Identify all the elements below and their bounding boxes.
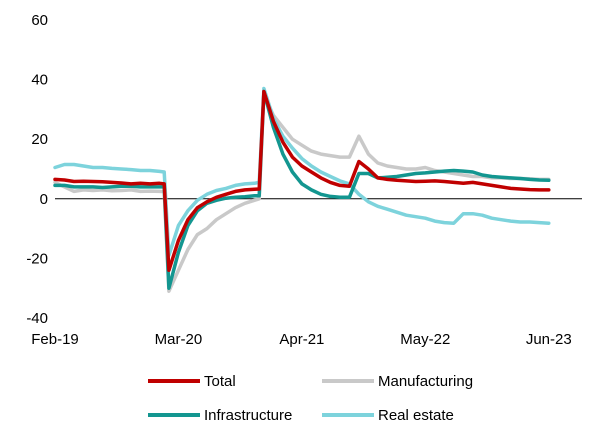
legend-label-total: Total	[204, 373, 236, 390]
legend-label-real-estate: Real estate	[378, 407, 454, 424]
y-tick-label: 60	[31, 12, 48, 29]
x-tick-label: Jun-23	[526, 331, 572, 348]
y-axis-ticks: -40 -20 0 20 40 60	[26, 12, 48, 327]
x-tick-label: Feb-19	[31, 331, 79, 348]
y-tick-label: 40	[31, 72, 48, 89]
series-line-infrastructure	[53, 89, 551, 290]
legend: Total Manufacturing Infrastructure Real est…	[148, 373, 473, 424]
y-tick-label: -40	[26, 310, 48, 327]
y-tick-label: 0	[40, 191, 48, 208]
series-line-total	[53, 89, 551, 273]
legend-label-infrastructure: Infrastructure	[204, 407, 292, 424]
series-lines	[53, 86, 551, 293]
legend-label-manufacturing: Manufacturing	[378, 373, 473, 390]
y-tick-label: 20	[31, 131, 48, 148]
y-tick-label: -20	[26, 250, 48, 267]
x-axis-ticks: Feb-19 Mar-20 Apr-21 May-22 Jun-23	[31, 331, 571, 348]
series-line-real-estate	[53, 86, 551, 258]
series-line-manufacturing	[53, 92, 551, 293]
x-tick-label: Apr-21	[279, 331, 324, 348]
x-tick-label: Mar-20	[155, 331, 203, 348]
x-tick-label: May-22	[400, 331, 450, 348]
